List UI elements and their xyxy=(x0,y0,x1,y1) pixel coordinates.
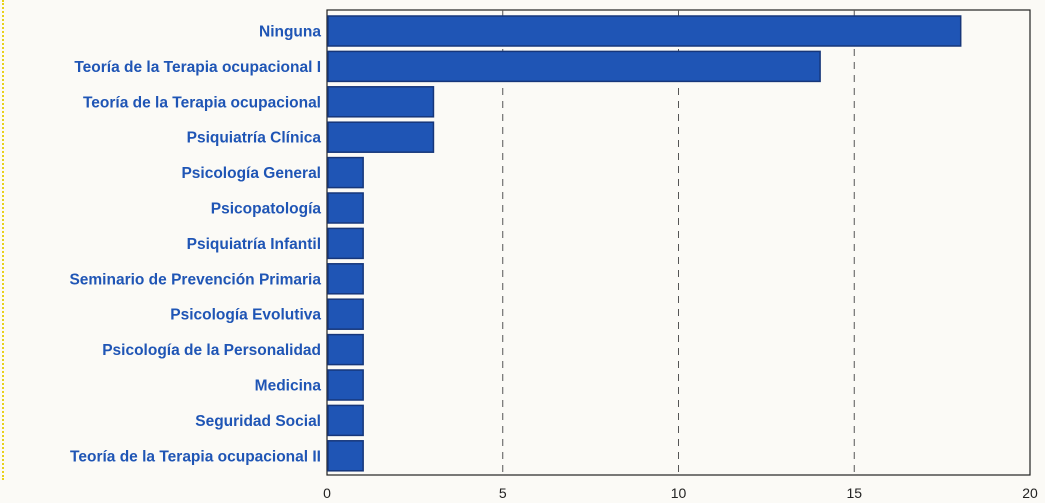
category-label: Psicología Evolutiva xyxy=(170,307,321,324)
bar xyxy=(327,298,364,330)
left-dotted-border xyxy=(2,0,4,480)
bar xyxy=(327,369,364,401)
category-label: Seminario de Prevención Primaria xyxy=(69,271,321,288)
bar xyxy=(327,86,435,118)
category-label: Teoría de la Terapia ocupacional II xyxy=(70,448,321,465)
category-label: Medicina xyxy=(255,378,322,395)
category-label: Psicopatología xyxy=(211,201,322,218)
category-label: Ninguna xyxy=(259,24,321,41)
bar xyxy=(327,227,364,260)
bar xyxy=(327,121,435,153)
category-label: Psiquiatría Infantil xyxy=(187,236,321,253)
bar xyxy=(327,192,364,224)
bar xyxy=(327,50,821,83)
category-label: Psicología de la Personalidad xyxy=(102,342,321,359)
x-tick-label: 10 xyxy=(671,485,687,501)
category-label: Teoría de la Terapia ocupacional xyxy=(83,94,321,111)
x-tick-label: 20 xyxy=(1022,485,1038,501)
x-tick-label: 15 xyxy=(846,485,862,501)
x-tick-label: 0 xyxy=(323,485,331,501)
bars xyxy=(327,15,962,472)
category-label: Seguridad Social xyxy=(195,413,321,430)
bar xyxy=(327,15,962,47)
category-labels: Ninguna Teoría de la Terapia ocupacional … xyxy=(69,24,321,466)
x-tick-labels: 0 5 10 15 20 xyxy=(323,485,1038,501)
category-label: Teoría de la Terapia ocupacional I xyxy=(74,59,321,76)
bar xyxy=(327,333,364,366)
category-label: Psiquiatría Clínica xyxy=(187,130,322,147)
bar xyxy=(327,263,364,295)
x-tick-label: 5 xyxy=(499,485,507,501)
bar xyxy=(327,404,364,437)
bar xyxy=(327,156,364,189)
bar xyxy=(327,440,364,472)
category-label: Psicología General xyxy=(181,165,321,182)
